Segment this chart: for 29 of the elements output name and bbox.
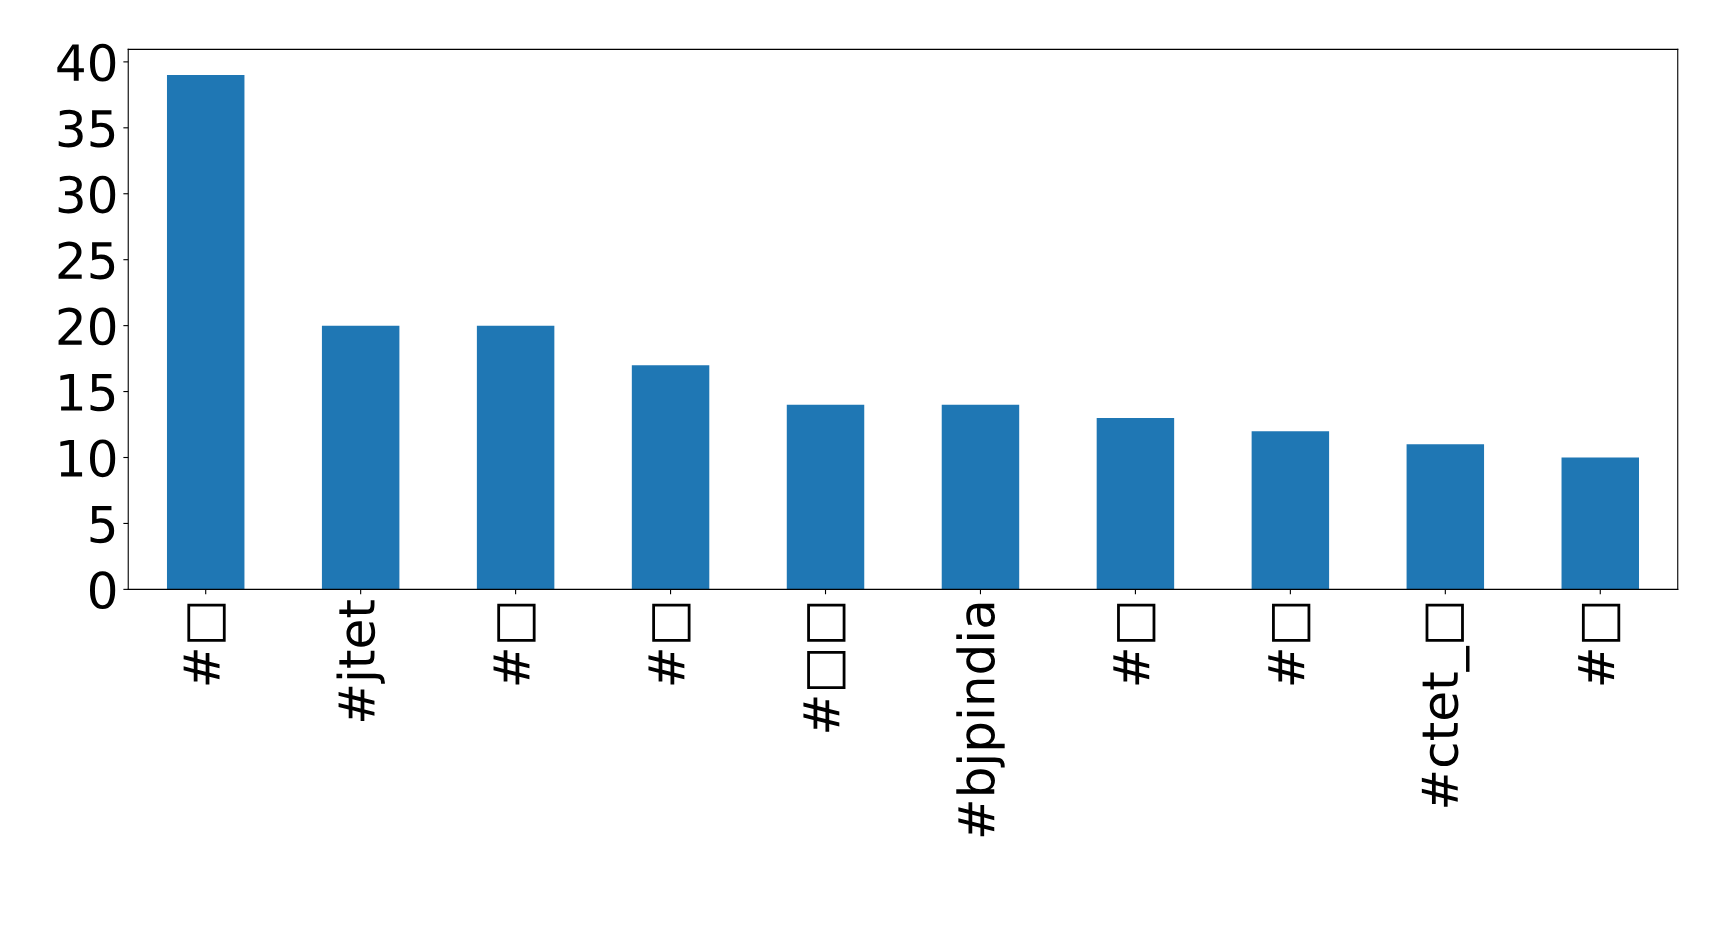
x-tick-label: #□	[1578, 603, 1621, 685]
x-tick-label: #□	[648, 603, 691, 685]
y-tick-label: 10	[60, 439, 116, 478]
y-tick-label: 20	[58, 307, 116, 346]
x-tick-label: #□	[183, 603, 226, 685]
y-tick-label: 25	[58, 241, 115, 280]
y-tick-label: 40	[57, 43, 116, 82]
bar	[1406, 444, 1485, 590]
x-tick-label: #□	[493, 603, 536, 685]
y-tick-label: 30	[58, 175, 116, 214]
x-tick-label: #ctet_□	[1421, 603, 1470, 807]
y-tick-label: 15	[60, 374, 115, 412]
x-tick-label: #□	[1268, 603, 1311, 685]
bar	[476, 325, 555, 590]
x-tick-label: #□	[1113, 603, 1156, 685]
x-tick-label: #□□	[803, 603, 846, 732]
y-tick-label: 35	[58, 109, 115, 148]
bar	[1561, 457, 1640, 590]
bar	[321, 325, 400, 590]
bar	[1096, 417, 1175, 590]
bar	[941, 404, 1020, 590]
bar	[1251, 431, 1330, 590]
y-tick-label: 5	[90, 505, 115, 544]
bar	[166, 75, 245, 590]
bar	[631, 365, 710, 590]
x-tick-label: #jtet	[336, 600, 385, 721]
y-tick-label: 0	[90, 571, 116, 610]
x-tick-label: #bjpindia	[956, 603, 1005, 837]
bar	[786, 404, 865, 590]
